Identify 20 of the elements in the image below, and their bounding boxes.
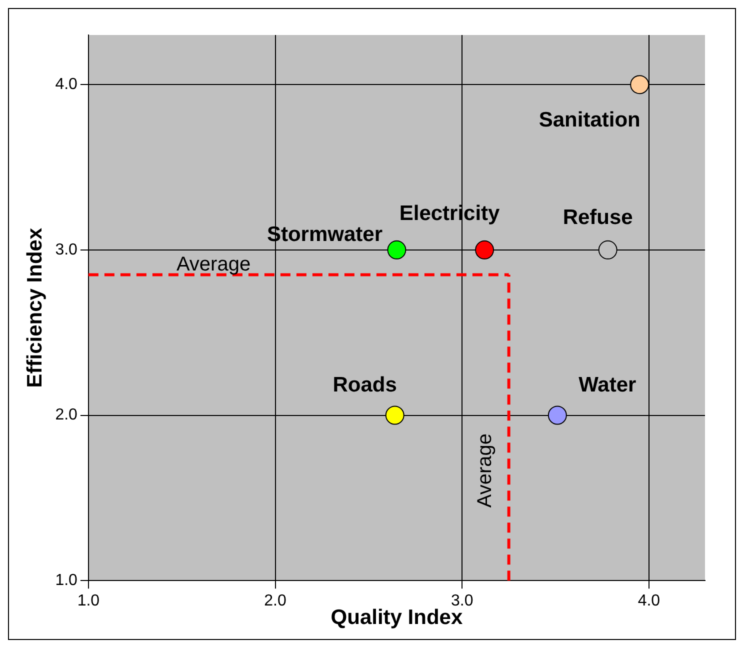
series-label: Sanitation bbox=[538, 108, 640, 132]
point bbox=[385, 406, 404, 425]
point bbox=[387, 240, 406, 260]
point bbox=[548, 406, 567, 425]
x-tick-label: 4.0 bbox=[638, 592, 660, 610]
y-tick-label: 3.0 bbox=[55, 241, 78, 258]
x-tick-label: 2.0 bbox=[264, 592, 286, 610]
point bbox=[475, 240, 494, 260]
series-label: Roads bbox=[332, 373, 397, 396]
ref-line-label: Average bbox=[176, 254, 251, 276]
point bbox=[630, 75, 650, 94]
point bbox=[598, 240, 618, 260]
ref-line-label: Average bbox=[474, 434, 496, 508]
x-tick-label: 1.0 bbox=[77, 592, 100, 610]
y-tick-label: 2.0 bbox=[55, 406, 78, 424]
y-tick-label: 4.0 bbox=[55, 76, 78, 94]
series-label: Refuse bbox=[562, 206, 633, 229]
y-axis-title: Efficiency Index bbox=[23, 228, 46, 388]
y-tick-label: 1.0 bbox=[55, 572, 78, 590]
series-label: Water bbox=[578, 373, 636, 396]
